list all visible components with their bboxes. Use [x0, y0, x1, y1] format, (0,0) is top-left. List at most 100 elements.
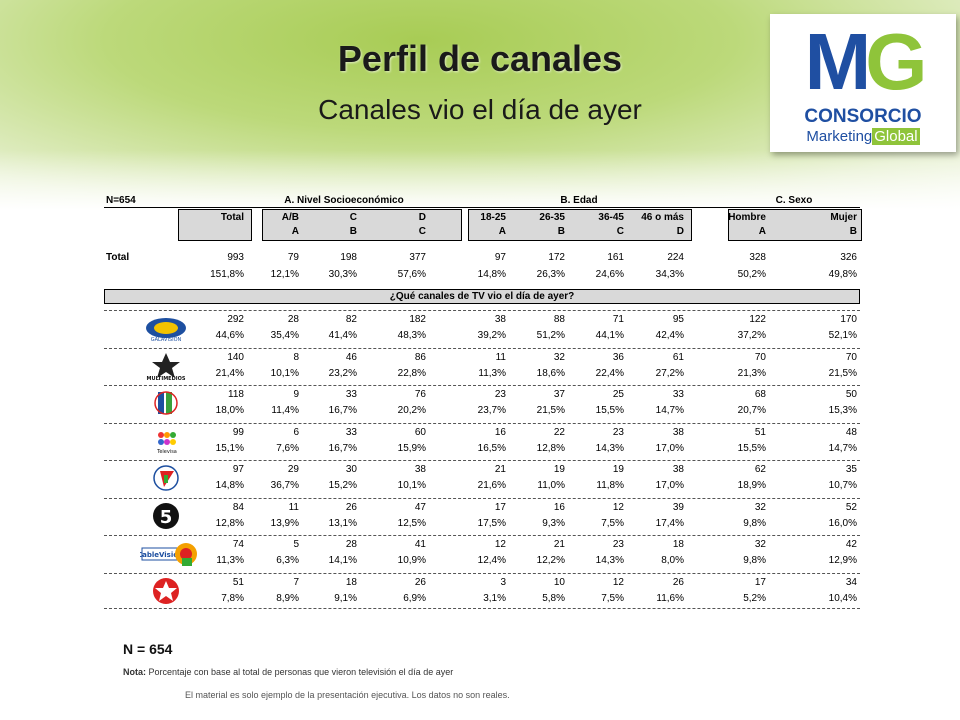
svg-text:5: 5	[160, 507, 173, 528]
channel-count-cell: 3	[500, 576, 506, 588]
column-header: 26-35	[539, 212, 565, 223]
channel-count-cell: 28	[345, 539, 357, 550]
channel-count-cell: 170	[840, 314, 857, 325]
channel-pct-cell: 22,4%	[595, 367, 624, 379]
svg-text:GALAVISION: GALAVISION	[151, 337, 182, 343]
channel-count-cell: 38	[672, 426, 684, 438]
channel-pct-cell: 13,1%	[328, 517, 357, 529]
channel-pct-cell: 8,0%	[661, 555, 684, 566]
channel-count-cell: 19	[553, 464, 565, 475]
channel-pct-cell: 44,1%	[595, 330, 624, 341]
channel-count-cell: 35	[845, 464, 857, 475]
channel-count-cell: 33	[672, 389, 684, 400]
header-rule	[104, 207, 860, 208]
channel-pct-cell: 14,3%	[595, 442, 624, 454]
channel-count-cell: 26	[345, 501, 357, 513]
total-pct-cell: 26,3%	[536, 269, 565, 280]
channel-count-cell: 17	[494, 501, 506, 513]
channel-count-cell: 21	[553, 539, 565, 550]
channel-count-cell: 26	[414, 576, 426, 588]
channel-pct-cell: 7,6%	[276, 442, 299, 454]
channel-pct-cell: 9,8%	[743, 517, 766, 529]
channel-pct-cell: 14,7%	[828, 442, 857, 454]
channel-count-cell: 19	[612, 464, 624, 475]
channel-count-cell: 10	[553, 576, 565, 588]
azteca-trece-logo-icon	[144, 388, 188, 422]
channel-count-cell: 23	[612, 426, 624, 438]
channel-pct-cell: 37,2%	[737, 330, 766, 341]
galavision-logo-icon: GALAVISION	[144, 313, 188, 347]
star-channel-logo-icon	[144, 576, 188, 610]
channel-pct-cell: 17,4%	[655, 517, 684, 529]
total-count-cell: 224	[667, 252, 684, 263]
row-separator	[104, 385, 860, 386]
total-pct-cell: 34,3%	[655, 269, 684, 280]
column-header: Mujer	[830, 212, 857, 223]
channel-count-cell: 18	[672, 539, 684, 550]
channel-count-cell: 9	[293, 389, 299, 400]
header-box-nse	[262, 209, 462, 241]
total-pct-cell: 50,2%	[737, 269, 766, 280]
sample-size: N = 654	[123, 641, 173, 657]
total-count-cell: 161	[607, 252, 624, 263]
channel-count-cell: 6	[293, 426, 299, 438]
page-title: Perfil de canales	[337, 38, 623, 79]
row-separator	[104, 460, 860, 461]
row-separator	[104, 310, 860, 311]
channel-count-cell: 34	[845, 576, 857, 588]
column-header: C	[349, 212, 357, 223]
channel-count-cell: 62	[754, 464, 766, 475]
total-count-cell: 326	[840, 252, 857, 263]
channel-pct-cell: 11,8%	[596, 480, 624, 491]
channel-count-cell: 46	[345, 351, 357, 363]
channel-count-cell: 32	[754, 501, 766, 513]
channel-pct-cell: 11,0%	[537, 480, 565, 491]
row-separator	[104, 572, 860, 574]
total-count-cell: 79	[287, 252, 299, 263]
n-label: N=654	[106, 195, 136, 206]
channel-count-cell: 118	[228, 389, 244, 400]
crosstab-table: N=654 A. Nivel Socioeconómico B. Edad C. Se…	[104, 195, 862, 615]
total-pct-cell: 12,1%	[270, 269, 299, 280]
channel-pct-cell: 21,6%	[477, 480, 506, 491]
channel-count-cell: 48	[845, 426, 857, 438]
channel-pct-cell: 18,6%	[536, 367, 565, 379]
table-bottom-rule	[104, 608, 860, 609]
channel-count-cell: 60	[414, 426, 426, 438]
channel-pct-cell: 17,5%	[477, 517, 506, 529]
disclaimer: El material es solo ejemplo de la presen…	[185, 690, 510, 700]
channel-count-cell: 51	[232, 576, 244, 588]
channel-count-cell: 18	[345, 576, 357, 588]
channel-count-cell: 84	[232, 501, 244, 513]
column-letter: B	[557, 226, 565, 237]
channel-count-cell: 61	[672, 351, 684, 363]
channel-pct-cell: 10,1%	[397, 480, 426, 491]
channel-pct-cell: 20,7%	[737, 405, 766, 416]
channel-count-cell: 70	[754, 351, 766, 363]
channel-count-cell: 88	[553, 314, 565, 325]
channel-count-cell: 16	[553, 501, 565, 513]
channel-count-cell: 7	[293, 576, 299, 588]
channel-count-cell: 32	[754, 539, 766, 550]
logo-line-2: Marketing Global	[806, 128, 920, 145]
channel-pct-cell: 11,3%	[478, 367, 506, 379]
channel-pct-cell: 10,1%	[270, 367, 299, 379]
channel-pct-cell: 22,8%	[397, 367, 426, 379]
column-header: 46 o más	[641, 212, 684, 223]
channel-count-cell: 37	[553, 389, 565, 400]
channel-count-cell: 12	[612, 501, 624, 513]
channel-pct-cell: 27,2%	[655, 367, 684, 379]
channel-pct-cell: 12,2%	[536, 555, 565, 566]
televisa-logo-icon: Televisa	[144, 426, 188, 460]
channel-pct-cell: 15,5%	[737, 442, 766, 454]
channel-count-cell: 23	[612, 539, 624, 550]
channel-pct-cell: 15,9%	[397, 442, 426, 454]
channel-pct-cell: 12,4%	[477, 555, 506, 566]
channel-count-cell: 25	[612, 389, 624, 400]
channel-pct-cell: 9,3%	[542, 517, 565, 529]
channel-pct-cell: 13,9%	[270, 517, 299, 529]
channel-count-cell: 17	[754, 576, 766, 588]
channel-count-cell: 95	[672, 314, 684, 325]
channel-count-cell: 11	[495, 351, 506, 363]
column-letter: D	[676, 226, 684, 237]
